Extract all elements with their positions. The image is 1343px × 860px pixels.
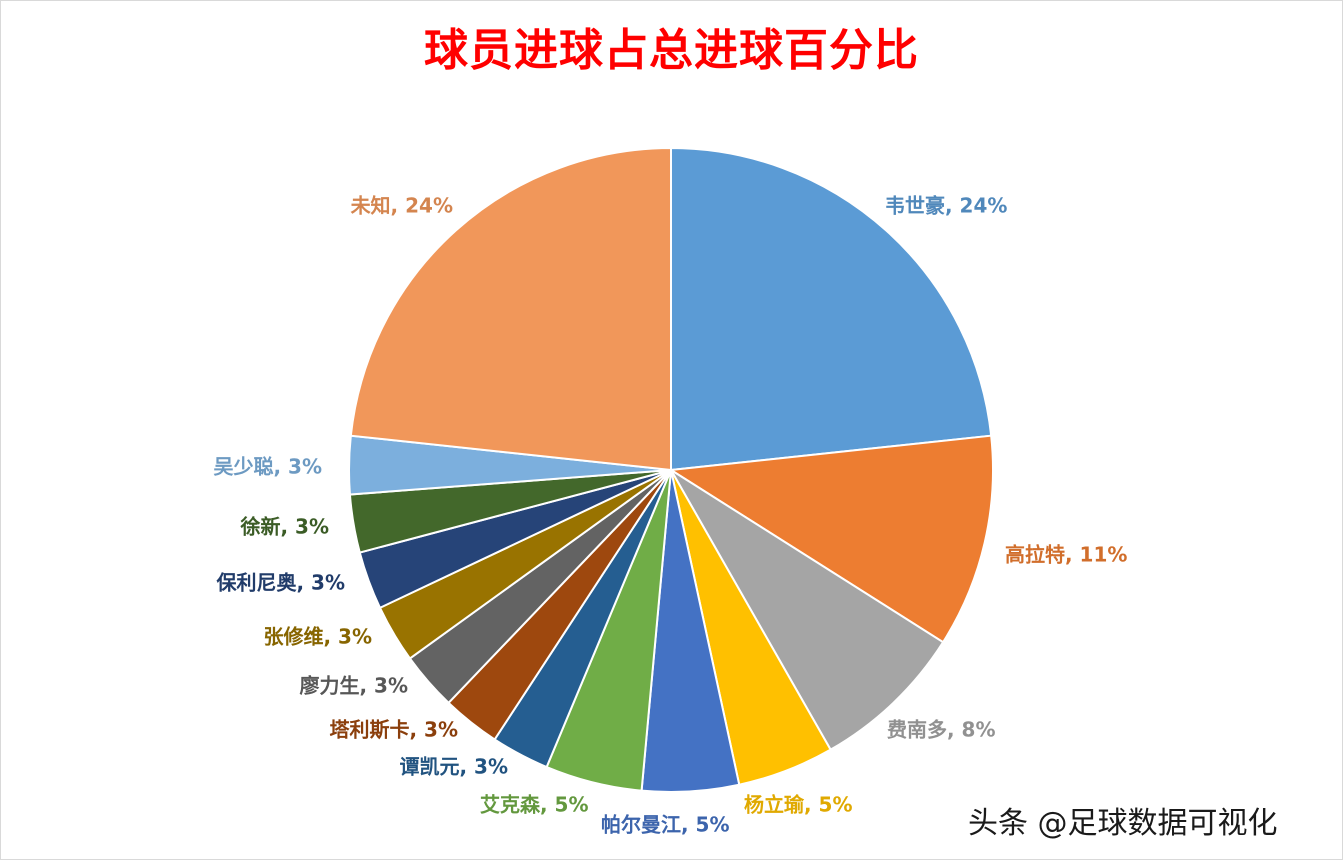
pie-slice-14 — [349, 146, 672, 472]
data-label-12: 徐新, 3% — [239, 515, 329, 539]
data-label-5: 帕尔曼江, 5% — [601, 813, 730, 837]
data-label-1: 韦世豪, 24% — [885, 194, 1007, 218]
data-label-2: 高拉特, 11% — [1005, 543, 1127, 567]
data-label-14: 未知, 24% — [351, 194, 453, 218]
pie-slice-3 — [670, 469, 945, 752]
data-label-10: 张修维, 3% — [263, 625, 372, 649]
data-label-3: 费南多, 8% — [887, 718, 996, 742]
pie-labels: 韦世豪, 24% 高拉特, 11% 费南多, 8% 杨立瑜, 5% 帕尔曼江, 5% 艾克… — [213, 194, 1127, 837]
pie-slice-1 — [670, 146, 993, 472]
data-label-6: 艾克森, 5% — [480, 793, 589, 817]
data-label-8: 塔利斯卡, 3% — [329, 718, 458, 742]
pie-slice-2 — [668, 434, 994, 644]
data-label-7: 谭凯元, 3% — [399, 755, 508, 779]
chart-title: 球员进球占总进球百分比 — [424, 25, 919, 76]
watermark-text: 头条 @足球数据可视化 — [968, 806, 1278, 841]
data-label-4: 杨立瑜, 5% — [744, 793, 853, 817]
data-label-13: 吴少聪, 3% — [213, 455, 322, 479]
pie-slices — [348, 146, 994, 793]
data-label-11: 保利尼奥, 3% — [215, 571, 345, 595]
data-label-9: 廖力生, 3% — [299, 674, 408, 698]
